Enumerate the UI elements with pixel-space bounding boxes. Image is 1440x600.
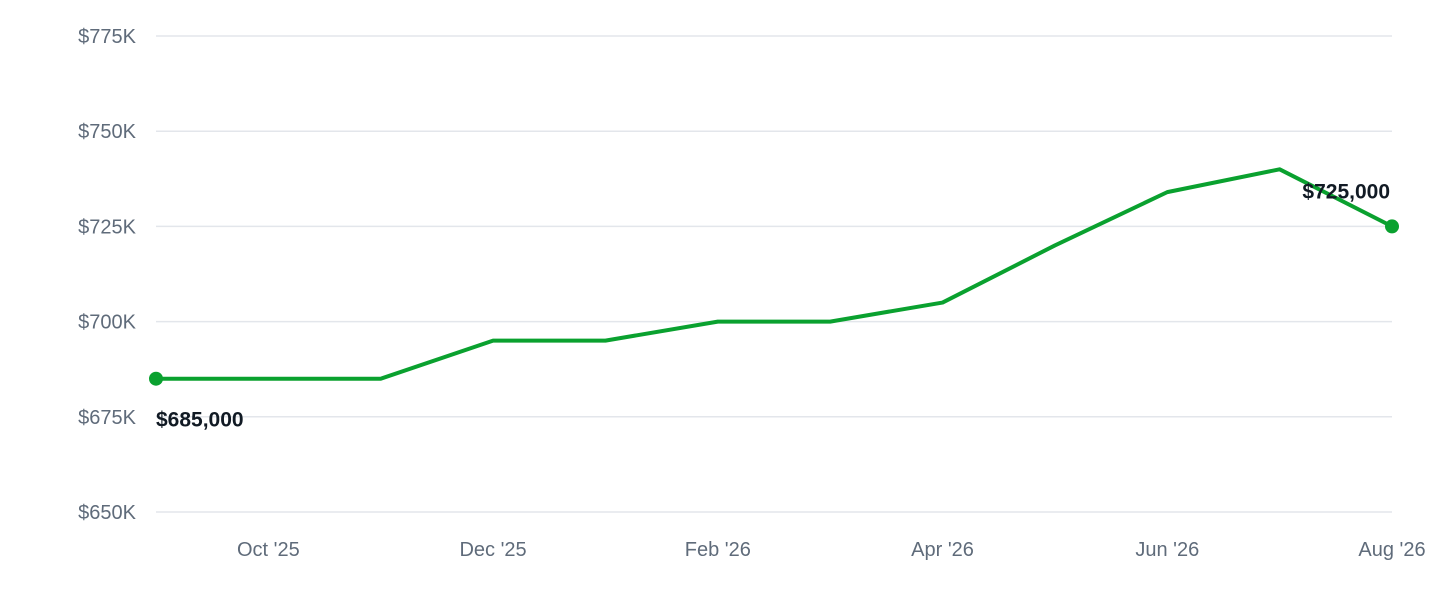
y-tick-label-3: $725K: [78, 216, 136, 238]
data-label-11: $725,000: [1302, 180, 1390, 203]
data-labels: $685,000 $725,000: [156, 180, 1390, 431]
data-point-11: [1385, 219, 1399, 234]
x-tick-label-4: Jun '26: [1135, 539, 1199, 561]
y-axis-tick-labels: $650K $675K $700K $725K $750K $775K: [78, 26, 136, 524]
y-tick-label-1: $675K: [78, 407, 136, 429]
y-tick-label-4: $750K: [78, 121, 136, 143]
data-point-0: [149, 371, 163, 386]
y-tick-label-5: $775K: [78, 26, 136, 48]
y-tick-label-0: $650K: [78, 502, 136, 524]
x-tick-label-1: Dec '25: [459, 539, 526, 561]
gridlines: [156, 35, 1392, 513]
x-tick-label-5: Aug '26: [1358, 539, 1425, 561]
x-axis-tick-labels: Oct '25 Dec '25 Feb '26 Apr '26 Jun '26 Aug '…: [237, 539, 1426, 561]
y-tick-label-2: $700K: [78, 312, 136, 334]
series-line-0: [154, 167, 1394, 381]
x-tick-label-0: Oct '25: [237, 539, 300, 561]
data-label-0: $685,000: [156, 409, 244, 432]
x-tick-label-2: Feb '26: [685, 539, 751, 561]
x-tick-label-3: Apr '26: [911, 539, 974, 561]
series-group: [149, 167, 1399, 386]
